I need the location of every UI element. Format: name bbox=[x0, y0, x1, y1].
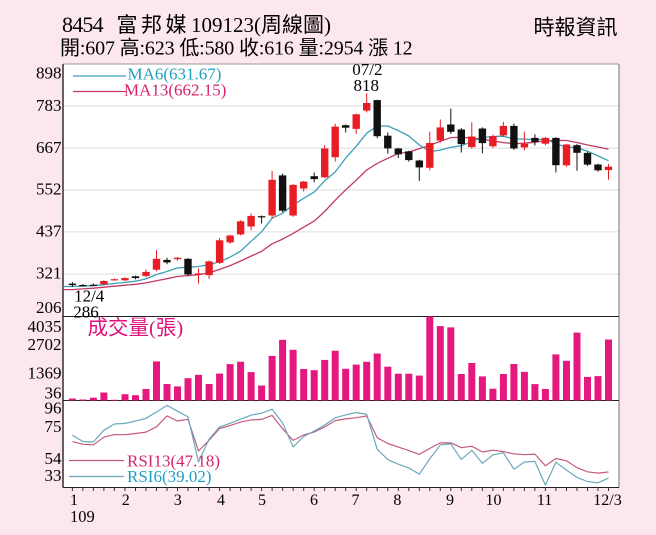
svg-text:12/4: 12/4 bbox=[74, 287, 105, 306]
svg-text:96: 96 bbox=[45, 399, 62, 418]
svg-text:07/2: 07/2 bbox=[352, 60, 382, 79]
svg-text:33: 33 bbox=[45, 466, 62, 485]
svg-text:RSI13(47.18): RSI13(47.18) bbox=[127, 452, 220, 471]
svg-text:75: 75 bbox=[45, 417, 62, 436]
svg-text:5: 5 bbox=[258, 492, 266, 509]
svg-text:12/3: 12/3 bbox=[593, 492, 621, 509]
svg-text:時報資訊: 時報資訊 bbox=[534, 16, 618, 40]
svg-text:437: 437 bbox=[36, 222, 62, 241]
svg-text:MA13(662.15): MA13(662.15) bbox=[124, 81, 226, 100]
svg-text:4: 4 bbox=[217, 492, 225, 509]
svg-text:富邦媒: 富邦媒 bbox=[117, 13, 191, 37]
svg-text:8: 8 bbox=[393, 492, 401, 509]
svg-text:109123(周線圖): 109123(周線圖) bbox=[191, 13, 331, 37]
svg-text:3: 3 bbox=[174, 492, 182, 509]
svg-text:RSI6(39.02): RSI6(39.02) bbox=[127, 467, 212, 486]
svg-text:成交量(張): 成交量(張) bbox=[88, 317, 184, 340]
svg-text:6: 6 bbox=[310, 492, 318, 509]
svg-text:552: 552 bbox=[36, 180, 62, 199]
svg-text:4035: 4035 bbox=[28, 317, 62, 336]
svg-text:11: 11 bbox=[537, 492, 552, 509]
svg-text:206: 206 bbox=[36, 298, 62, 317]
svg-text:9: 9 bbox=[446, 492, 454, 509]
svg-text:8454: 8454 bbox=[62, 12, 104, 37]
svg-text:898: 898 bbox=[36, 64, 62, 83]
svg-text:1: 1 bbox=[70, 492, 78, 509]
svg-text:286: 286 bbox=[73, 303, 99, 322]
svg-text:783: 783 bbox=[36, 96, 62, 115]
svg-text:2: 2 bbox=[122, 492, 130, 509]
svg-text:7: 7 bbox=[352, 492, 360, 509]
svg-text:2702: 2702 bbox=[28, 335, 62, 354]
svg-text:818: 818 bbox=[354, 76, 380, 95]
svg-text:109: 109 bbox=[70, 507, 95, 526]
svg-text:開:607 高:623 低:580 收:616 量:2954: 開:607 高:623 低:580 收:616 量:2954 漲 12 bbox=[60, 37, 413, 60]
svg-text:36: 36 bbox=[45, 383, 62, 402]
svg-text:321: 321 bbox=[36, 264, 62, 283]
svg-text:1369: 1369 bbox=[28, 364, 62, 383]
svg-text:54: 54 bbox=[45, 449, 63, 468]
svg-text:667: 667 bbox=[36, 138, 62, 157]
svg-text:10: 10 bbox=[486, 492, 502, 509]
svg-text:MA6(631.67): MA6(631.67) bbox=[128, 64, 222, 83]
